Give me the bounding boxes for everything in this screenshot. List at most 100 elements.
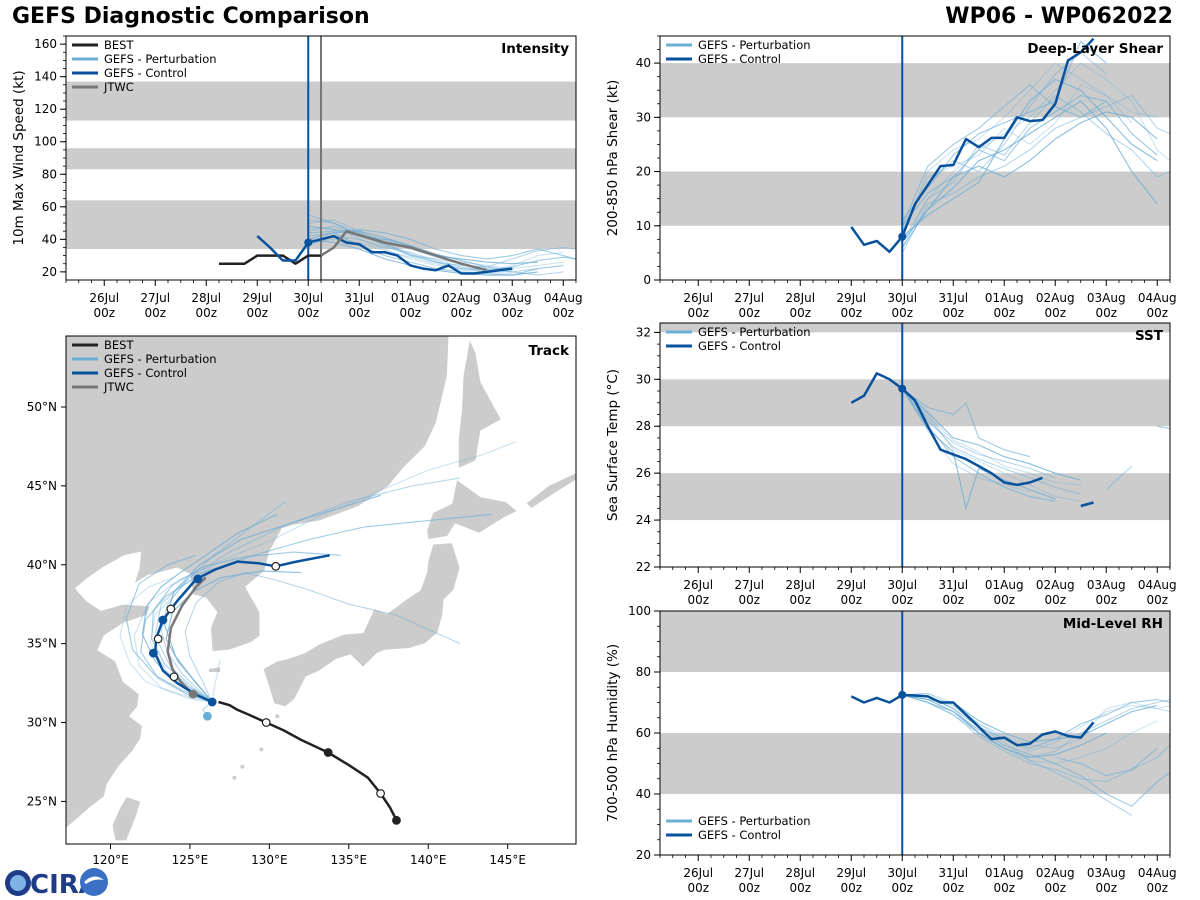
y-tick-label-sst: 24 [636,513,651,527]
x-tick-hour-intensity: 00z [297,306,319,320]
perturbation-line-rh-6 [902,694,1170,749]
x-tick-hour-intensity: 00z [552,306,574,320]
perturbation-line-shear-4 [901,62,1158,237]
logo-emblem-icon [80,868,108,896]
x-tick-hour-intensity: 00z [93,306,115,320]
cira-logo: CIRA [4,866,108,898]
perturbation-line-intensity-6 [308,229,576,260]
legend-label-control: GEFS - Control [698,339,781,353]
track-marker-best-1 [376,789,385,798]
x-tick-label-intensity: 31Jul [344,291,374,305]
legend-label-perturbation: GEFS - Perturbation [104,52,217,66]
x-tick-label-sst: 02Aug [1036,578,1075,592]
x-tick-hour-sst: 00z [1146,593,1168,607]
perturbation-line-intensity-8 [308,225,564,270]
y-tick-label-track: 45°N [27,479,57,493]
perturbation-line-shear-0 [901,62,1170,248]
legend-label-control: GEFS - Control [104,66,187,80]
y-tick-label-shear: 10 [636,219,651,233]
x-tick-label-shear: 01Aug [985,291,1024,305]
band-sst-2 [660,323,1170,333]
x-tick-hour-sst: 00z [789,593,811,607]
perturbation-track-12 [211,659,221,703]
y-tick-label-sst: 28 [636,419,651,433]
jtwc-track [166,576,207,695]
panel-track: 120°E 125°E 130°E 135°E 140°E 145°E 25°N 30°N 35… [27,335,577,867]
legend-label-jtwc: JTWC [103,380,134,394]
x-tick-hour-intensity: 00z [399,306,421,320]
perturbation-line-shear-10 [901,84,1107,227]
perturbation-line-rh-8 [902,692,1170,749]
track-marker-jtwc-5 [188,689,198,699]
y-tick-label-intensity: 80 [42,167,57,181]
x-tick-hour-intensity: 00z [501,306,523,320]
x-tick-hour-sst: 00z [687,593,709,607]
x-tick-label-shear: 28Jul [785,291,815,305]
control-line-sst-1 [1080,501,1094,508]
x-tick-label-sst: 31Jul [938,578,968,592]
control-line-shear [850,37,1095,254]
band-shear-1 [660,63,1170,118]
x-tick-label-intensity: 28Jul [191,291,221,305]
japan-hokkaido [426,478,518,540]
y-tick-label-sst: 26 [636,466,651,480]
x-tick-label-track: 140°E [410,853,447,867]
perturbation-track-7 [163,494,381,703]
land-layer [66,336,576,844]
axes-frame-sst [659,322,1171,568]
series-rh [850,693,1095,747]
control-line-intensity-1 [256,234,513,275]
x-tick-label-track: 120°E [92,853,129,867]
x-tick-hour-sst: 00z [738,593,760,607]
series-intensity [219,229,513,275]
track-marker-control-12 [271,561,281,571]
y-tick-label-rh: 100 [628,604,651,618]
perturbation-line-rh-0 [902,694,1170,752]
x-tick-label-track: 130°E [251,853,288,867]
track-marker-control-7 [148,648,158,658]
perturbation-line-sst-10 [1157,425,1170,430]
japan-honshu-kyushu [262,542,461,708]
x-tick-label-rh: 29Jul [836,866,866,880]
y-axis-label-intensity: 10m Max Wind Speed (kt) [11,70,27,245]
x-tick-hour-rh: 00z [993,881,1015,895]
y-tick-label-track: 30°N [27,716,57,730]
x-tick-label-shear: 03Aug [1087,291,1126,305]
panel-shear: 26Jul00z27Jul00z28Jul00z29Jul00z30Jul00z… [605,35,1177,320]
mainland-asia [66,336,450,844]
y-axis-label-sst: Sea Surface Temp (°C) [605,369,621,521]
series-shear [850,37,1095,254]
y-tick-label-intensity: 120 [34,102,57,116]
x-tick-label-track: 145°E [489,853,526,867]
perturbation-line-shear-3 [901,100,1158,243]
perturbation-line-rh-10 [1055,747,1158,777]
band-shear-0 [660,171,1170,226]
x-tick-label-rh: 01Aug [985,866,1024,880]
x-tick-label-track: 135°E [331,853,368,867]
x-tick-hour-rh: 00z [1044,881,1066,895]
y-tick-label-rh: 20 [636,848,651,862]
perturbation-track-5 [184,572,461,703]
perturbation-line-intensity-0 [308,225,564,273]
x-tick-hour-rh: 00z [687,881,709,895]
x-tick-label-rh: 30Jul [887,866,917,880]
perturbation-line-sst-0 [901,388,1081,502]
legend-label-control: GEFS - Control [698,828,781,842]
x-tick-label-rh: 26Jul [683,866,713,880]
perturbation-line-sst-6 [901,388,1030,458]
x-tick-label-intensity: 01Aug [391,291,430,305]
x-tick-hour-rh: 00z [942,881,964,895]
track-marker-control-11 [193,574,203,584]
x-tick-label-rh: 04Aug [1138,866,1177,880]
x-tick-label-intensity: 03Aug [493,291,532,305]
perturbation-line-sst-9 [1105,465,1133,491]
perturbation-line-shear-9 [901,94,1170,243]
x-tick-hour-sst: 00z [942,593,964,607]
x-tick-hour-shear: 00z [1044,306,1066,320]
y-tick-label-shear: 30 [636,110,651,124]
x-tick-hour-intensity: 00z [450,306,472,320]
y-tick-label-track: 50°N [27,400,57,414]
init-point-rh [898,690,907,699]
legend-label-best: BEST [104,38,134,52]
y-tick-label-track: 40°N [27,558,57,572]
